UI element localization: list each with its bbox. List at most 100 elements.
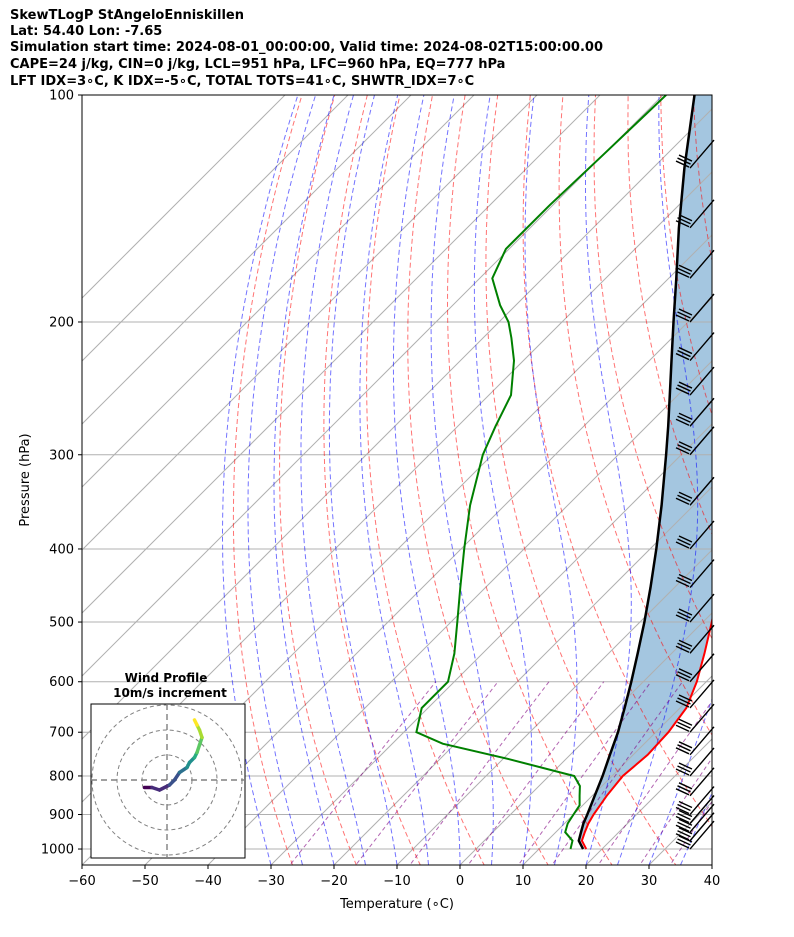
barb-staff [689, 786, 715, 815]
hodograph-rings [91, 704, 245, 858]
barb-feather [677, 765, 691, 773]
dry-adiabat [407, 95, 549, 865]
y-tick-label: 500 [49, 616, 74, 631]
stability-indices-2: LFT IDX=3∘C, K IDX=-5∘C, TOTAL TOTS=41∘C… [10, 74, 475, 89]
x-tick-label: −60 [68, 874, 95, 889]
barb-feather [678, 214, 693, 222]
barb-feather [677, 311, 691, 319]
barb-feather [678, 718, 693, 726]
y-tick-label: 300 [49, 448, 74, 463]
simulation-times: Simulation start time: 2024-08-01_00:00:… [10, 40, 603, 55]
hodograph-inset: Wind Profile 10m/s increment [90, 671, 246, 859]
barb-feather [677, 785, 691, 793]
barb-feather [675, 841, 690, 849]
barb-feather [675, 418, 690, 426]
barb-feather [675, 815, 690, 824]
wind-barb [675, 624, 715, 654]
moist-adiabat [392, 95, 461, 865]
moist-adiabat [359, 95, 429, 865]
hodograph-title: Wind Profile [125, 671, 208, 685]
y-tick-label: 1000 [41, 843, 74, 858]
isotherm-line [82, 95, 412, 425]
barb-feather [675, 220, 690, 228]
barb-feather [675, 788, 690, 796]
moist-adiabat [273, 95, 335, 865]
moist-adiabat [222, 95, 299, 865]
wind-barb [675, 249, 715, 279]
isotherm-line [760, 60, 794, 880]
wind-barb [675, 767, 715, 797]
barb-feather [675, 700, 690, 708]
hodograph-trace [142, 718, 204, 792]
barb-staff [689, 726, 715, 756]
y-tick-label: 900 [49, 808, 74, 823]
barb-feather [678, 154, 693, 162]
wind-barb [675, 820, 715, 850]
barb-staff [689, 653, 715, 683]
barb-feather [677, 721, 691, 729]
barb-feather [675, 806, 690, 815]
barb-feather [675, 768, 690, 776]
barb-feather [678, 800, 693, 809]
barb-feather [678, 346, 693, 355]
barb-staff [689, 332, 715, 362]
wind-barb [675, 593, 715, 623]
barb-staff [689, 426, 715, 456]
barb-feather [677, 576, 691, 585]
barb-staff [689, 366, 715, 396]
dry-adiabat [593, 95, 712, 640]
barb-staff [689, 397, 715, 427]
barb-feather [675, 645, 690, 653]
wind-barb [675, 786, 715, 815]
barb-feather [675, 387, 690, 395]
barb-staff [689, 559, 715, 588]
isotherm-line [82, 95, 538, 551]
wind-barb [675, 795, 715, 824]
barb-feather [678, 741, 693, 749]
barb-feather [677, 217, 691, 225]
isotherm-line [585, 738, 712, 865]
moist-adiabats [222, 95, 712, 865]
barb-feather [677, 384, 691, 392]
wind-barb [675, 679, 715, 709]
mixing-ratio-line [467, 681, 605, 865]
barb-feather [678, 782, 693, 790]
isotherm-line [396, 549, 712, 865]
barb-feather [678, 639, 693, 647]
wind-barb [675, 293, 715, 323]
barb-feather [678, 762, 693, 770]
isotherm-line [82, 95, 601, 614]
dry-adiabat [323, 95, 421, 865]
barb-staff [689, 703, 715, 733]
barb-feather [678, 412, 693, 420]
barb-staff [689, 624, 715, 654]
barb-feather [678, 491, 693, 499]
moist-adiabat [300, 95, 366, 865]
parcel-line [577, 95, 696, 850]
barb-staff [689, 767, 715, 797]
dry-adiabat [232, 95, 303, 865]
x-tick-label: −20 [320, 874, 347, 889]
barb-feather [677, 821, 691, 829]
x-tick-label: −30 [257, 874, 284, 889]
isotherm-line [82, 95, 475, 488]
barb-feather [677, 444, 691, 452]
moist-adiabat [648, 697, 712, 865]
barb-feather [677, 803, 691, 812]
moist-adiabat [680, 791, 712, 865]
stability-indices-1: CAPE=24 j/kg, CIN=0 j/kg, LCL=951 hPa, L… [10, 57, 506, 72]
barb-feather [678, 818, 693, 826]
barb-feather [678, 308, 693, 316]
barb-feather [677, 671, 691, 679]
barb-feather [677, 697, 691, 705]
wind-barb [675, 139, 715, 169]
barb-feather [677, 349, 691, 358]
wind-barb [675, 812, 715, 842]
barb-feather [677, 415, 691, 423]
x-axis-ticks: −60 −50 −40 −30 −20 −10 0 10 20 30 40 [68, 865, 720, 889]
barb-staff [689, 249, 715, 279]
x-tick-label: 20 [578, 874, 595, 889]
barb-feather [678, 827, 693, 835]
barb-feather [678, 264, 693, 272]
isotherm-line [144, 297, 712, 865]
